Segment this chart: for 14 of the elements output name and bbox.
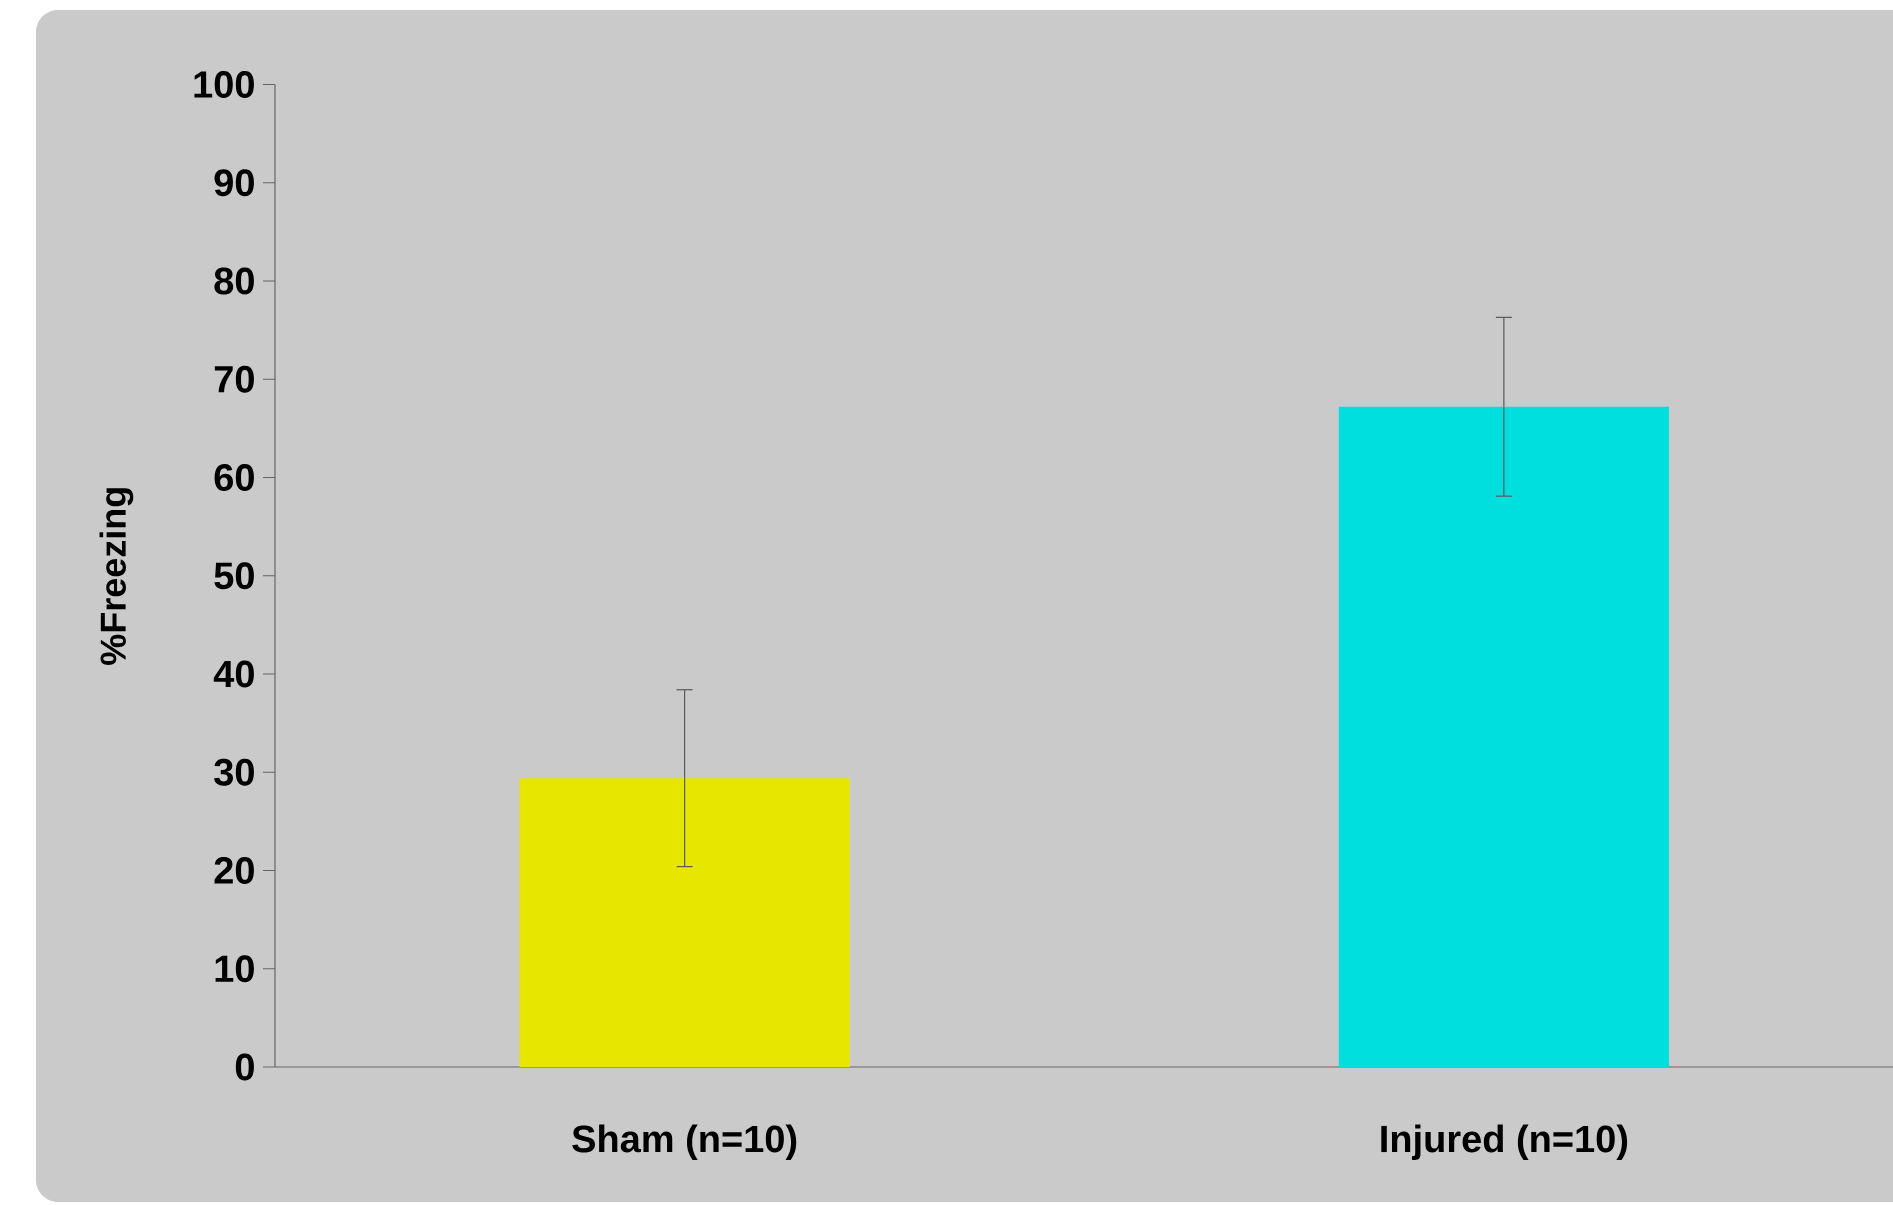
y-tick-label: 50: [214, 562, 254, 590]
y-tick-label: 0: [235, 1053, 254, 1081]
y-tick-label: 10: [215, 955, 254, 983]
y-tick-label: 30: [214, 758, 254, 786]
y-tick-label: 90: [214, 169, 254, 197]
y-tick-label: 80: [214, 267, 254, 295]
x-tick-label: Sham (n=10): [572, 1124, 797, 1160]
y-axis-title: %Freezing: [99, 488, 134, 665]
y-tick-label: 20: [214, 857, 254, 884]
y-tick-label: 40: [213, 660, 254, 688]
x-tick-label: Injured (n=10): [1381, 1124, 1628, 1160]
y-tick-label: 100: [194, 71, 254, 98]
y-tick-label: 70: [214, 365, 254, 393]
y-tick-label: 60: [214, 464, 254, 491]
